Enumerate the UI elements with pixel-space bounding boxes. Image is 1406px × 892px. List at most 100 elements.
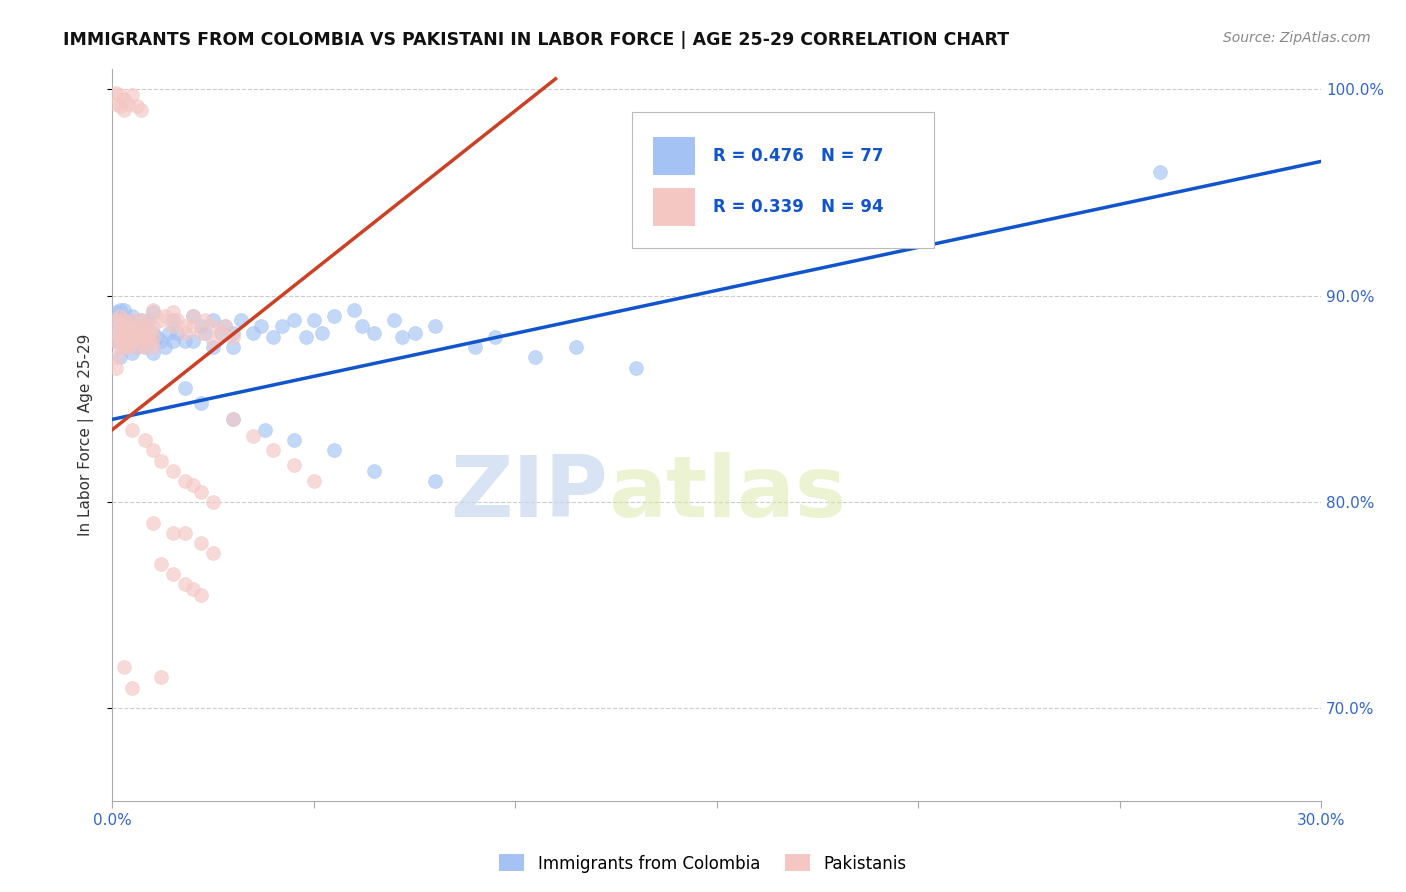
- Point: [142, 303, 165, 318]
- Point: [173, 475, 195, 489]
- Point: [624, 360, 647, 375]
- Point: [105, 319, 128, 334]
- Point: [283, 458, 305, 472]
- Point: [263, 330, 285, 344]
- Point: [105, 334, 128, 348]
- Point: [157, 326, 180, 340]
- Point: [110, 98, 132, 112]
- Text: R = 0.339   N = 94: R = 0.339 N = 94: [713, 198, 884, 216]
- Point: [110, 88, 132, 103]
- Point: [202, 334, 225, 348]
- Point: [294, 330, 316, 344]
- Point: [190, 319, 212, 334]
- Point: [173, 326, 195, 340]
- Point: [105, 351, 128, 365]
- Point: [202, 495, 225, 509]
- Point: [464, 340, 486, 354]
- Point: [283, 313, 305, 327]
- Point: [112, 330, 135, 344]
- Point: [121, 313, 143, 327]
- Point: [125, 330, 148, 344]
- Point: [343, 303, 366, 318]
- Point: [105, 313, 128, 327]
- Point: [112, 103, 135, 117]
- Point: [121, 334, 143, 348]
- Point: [363, 326, 385, 340]
- Point: [202, 319, 225, 334]
- Point: [283, 433, 305, 447]
- Point: [181, 309, 204, 323]
- Point: [190, 396, 212, 410]
- Bar: [652, 188, 695, 226]
- Point: [363, 464, 385, 478]
- Point: [112, 93, 135, 107]
- Point: [129, 103, 152, 117]
- Point: [105, 96, 128, 111]
- Y-axis label: In Labor Force | Age 25-29: In Labor Force | Age 25-29: [79, 334, 94, 536]
- Point: [209, 326, 232, 340]
- Point: [202, 313, 225, 327]
- Bar: [652, 136, 695, 175]
- Point: [129, 326, 152, 340]
- Point: [105, 326, 128, 340]
- Point: [125, 340, 148, 354]
- Point: [142, 305, 165, 319]
- Point: [105, 360, 128, 375]
- Point: [121, 346, 143, 360]
- Point: [117, 96, 139, 111]
- Point: [125, 340, 148, 354]
- Point: [138, 326, 160, 340]
- Point: [166, 326, 188, 340]
- Point: [524, 351, 547, 365]
- Point: [181, 334, 204, 348]
- Point: [134, 340, 156, 354]
- Point: [142, 326, 165, 340]
- Point: [153, 309, 176, 323]
- Point: [121, 330, 143, 344]
- Point: [423, 475, 446, 489]
- Point: [302, 313, 325, 327]
- Text: IMMIGRANTS FROM COLOMBIA VS PAKISTANI IN LABOR FORCE | AGE 25-29 CORRELATION CHA: IMMIGRANTS FROM COLOMBIA VS PAKISTANI IN…: [63, 31, 1010, 49]
- Point: [121, 88, 143, 103]
- Point: [311, 326, 333, 340]
- Point: [125, 98, 148, 112]
- Point: [162, 313, 184, 327]
- Point: [270, 319, 292, 334]
- Point: [423, 319, 446, 334]
- Point: [105, 334, 128, 348]
- Point: [302, 475, 325, 489]
- Legend: Immigrants from Colombia, Pakistanis: Immigrants from Colombia, Pakistanis: [492, 847, 914, 880]
- Point: [112, 303, 135, 318]
- Point: [323, 309, 346, 323]
- Point: [112, 313, 135, 327]
- Point: [166, 313, 188, 327]
- Point: [149, 670, 172, 684]
- Point: [121, 326, 143, 340]
- Point: [181, 478, 204, 492]
- Point: [145, 330, 167, 344]
- Point: [138, 334, 160, 348]
- Point: [121, 423, 143, 437]
- Point: [382, 313, 405, 327]
- Point: [117, 319, 139, 334]
- Point: [194, 313, 217, 327]
- Point: [142, 516, 165, 530]
- Point: [190, 484, 212, 499]
- Point: [129, 334, 152, 348]
- Point: [1149, 164, 1171, 178]
- Point: [173, 319, 195, 334]
- Text: ZIP: ZIP: [450, 452, 607, 535]
- Point: [222, 326, 245, 340]
- Point: [149, 313, 172, 327]
- Point: [110, 319, 132, 334]
- Point: [117, 334, 139, 348]
- Point: [134, 330, 156, 344]
- Point: [254, 423, 277, 437]
- Point: [105, 305, 128, 319]
- Point: [190, 588, 212, 602]
- Point: [138, 334, 160, 348]
- Point: [484, 330, 506, 344]
- Point: [142, 346, 165, 360]
- Point: [564, 340, 586, 354]
- Point: [112, 326, 135, 340]
